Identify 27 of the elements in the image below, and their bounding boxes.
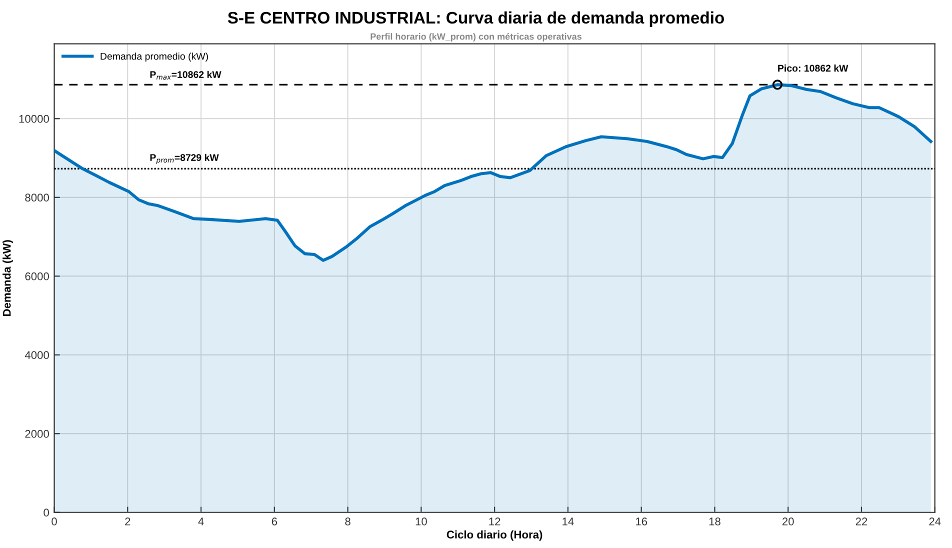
x-tick-label: 10 xyxy=(416,518,427,526)
y-tick-label: 8000 xyxy=(25,194,49,202)
x-tick-label: 4 xyxy=(198,518,204,526)
x-tick-label: 8 xyxy=(345,518,350,526)
chart-subtitle: Perfil horario (kW_prom) con métricas operativas xyxy=(370,33,582,42)
x-tick-label: 20 xyxy=(782,518,794,526)
ref-line-label: P$_{prom}$=8729 kW xyxy=(150,154,219,164)
y-tick-label: 2000 xyxy=(25,430,49,438)
x-tick-label: 22 xyxy=(856,518,868,526)
y-axis-title: Demanda (kW) xyxy=(2,240,13,316)
annotation: Pico: 10862 kW xyxy=(778,64,848,72)
x-tick-label: 18 xyxy=(709,518,720,526)
x-axis-title: Ciclo diario (Hora) xyxy=(446,530,542,541)
x-tick-label: 0 xyxy=(52,518,57,526)
x-tick-label: 12 xyxy=(489,518,500,526)
y-tick-label: 6000 xyxy=(25,272,49,280)
chart-title: S-E CENTRO INDUSTRIAL: Curva diaria de demanda promedio xyxy=(228,11,724,27)
x-tick-label: 16 xyxy=(636,518,648,526)
legend-label: Demanda promedio (kW) xyxy=(100,52,208,62)
ref-line-label: P$_{max}$=10862 kW xyxy=(150,70,222,80)
x-tick-label: 24 xyxy=(929,518,941,526)
x-tick-label: 14 xyxy=(562,518,574,526)
x-tick-label: 6 xyxy=(272,518,278,526)
x-tick-label: 2 xyxy=(125,518,130,526)
y-tick-label: 10000 xyxy=(19,114,49,123)
y-tick-label: 0 xyxy=(44,508,49,517)
y-tick-label: 4000 xyxy=(24,351,49,360)
